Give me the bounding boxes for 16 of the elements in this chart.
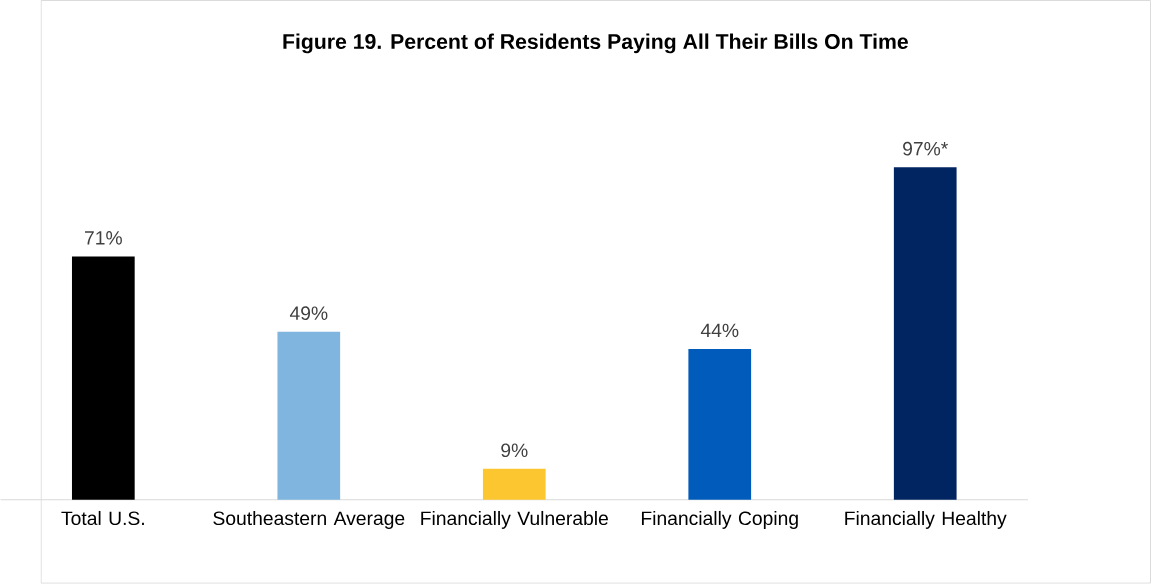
bar	[482, 469, 546, 500]
bar	[893, 167, 957, 500]
data-label: 49%	[289, 306, 328, 321]
x-tick-label: Financially Coping	[641, 511, 798, 530]
data-label: 71%	[85, 231, 122, 245]
x-tick-label: Financially Healthy	[845, 511, 1007, 530]
x-tick-label: Southeastern Average	[213, 511, 405, 530]
x-tick-label: Total U.S.	[61, 511, 144, 526]
x-tick-label: Financially Vulnerable	[421, 511, 608, 530]
bar	[688, 349, 752, 500]
data-label: 44%	[700, 323, 739, 338]
bar	[277, 331, 341, 500]
chart-title: Figure 19. Percent of Residents Paying All Their Bills On Time	[283, 33, 908, 54]
data-label: 97%*	[903, 142, 948, 156]
data-label: 9%	[501, 443, 528, 458]
bar	[71, 256, 135, 500]
